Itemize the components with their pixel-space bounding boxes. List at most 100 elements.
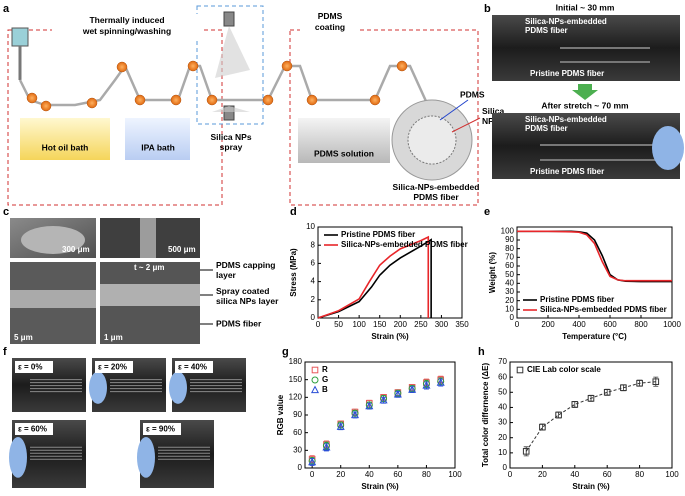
series-line xyxy=(317,238,432,319)
x-tick-label: 0 xyxy=(316,320,321,329)
marker xyxy=(408,385,417,393)
axes-frame xyxy=(509,361,673,469)
x-tick-label: 600 xyxy=(603,320,617,329)
y-tick-label: 20 xyxy=(498,433,507,442)
axes-frame xyxy=(317,226,463,319)
panel-label: b xyxy=(484,3,491,15)
y-tick-label: 70 xyxy=(498,357,507,366)
label: After stretch ~ 70 mm xyxy=(541,100,629,110)
label: PDMS fiber xyxy=(216,318,262,328)
glove xyxy=(137,437,155,478)
ipa-bath xyxy=(125,118,190,160)
marker xyxy=(336,422,345,430)
x-tick-label: 200 xyxy=(394,320,408,329)
label: Pristine PDMS fiber xyxy=(530,69,604,78)
y-tick-label: 90 xyxy=(293,410,302,419)
marker xyxy=(436,378,445,386)
y-tick-label: 4 xyxy=(311,277,316,286)
stretch-photos: Initial ~ 30 mm Silica-NPs-embedded PDMS … xyxy=(492,2,684,179)
pointer xyxy=(439,99,469,121)
strain-photos: ε = 0% ε = 20% ε = 40% ε = 60% ε = 90% xyxy=(9,358,246,488)
y-tick-label: 20 xyxy=(505,296,514,305)
trend-line xyxy=(525,381,656,452)
x-tick-label: 350 xyxy=(455,320,469,329)
label: Pristine PDMS fiber xyxy=(530,167,604,176)
y-axis-label: RGB value xyxy=(276,394,285,435)
y-tick-label: 6 xyxy=(311,259,316,268)
marker xyxy=(603,388,611,396)
y-tick-label: 0 xyxy=(510,313,515,322)
x-tick-label: 100 xyxy=(352,320,366,329)
x-tick-label: 20 xyxy=(538,470,547,479)
chart: 0 20 40 60 80 100 0 30 60 90 120 150 180 Strain (%) RG… xyxy=(276,357,462,491)
y-tick-label: 30 xyxy=(293,445,302,454)
y-tick-label: 40 xyxy=(505,278,514,287)
x-tick-label: 60 xyxy=(393,470,402,479)
y-tick-label: 10 xyxy=(498,448,507,457)
y-tick-label: 0 xyxy=(311,313,316,322)
nozzle xyxy=(223,11,235,27)
layer xyxy=(10,290,96,308)
label: Silica NPs spray xyxy=(210,132,251,152)
x-tick-label: 0 xyxy=(515,320,520,329)
fiber-surface xyxy=(140,218,156,258)
legend-label: G xyxy=(322,375,328,384)
scale-bar: 300 μm xyxy=(62,245,90,254)
strain-label: ε = 20% xyxy=(98,363,127,372)
y-tick-label: 0 xyxy=(298,463,303,472)
x-axis-label: Strain (%) xyxy=(361,482,399,491)
label: PDMS capping layer xyxy=(216,260,276,280)
spray-cone xyxy=(212,106,250,112)
label: PDMS coating xyxy=(315,11,345,32)
label: Silica NPs xyxy=(482,106,504,126)
marker xyxy=(620,384,627,392)
legend-label: Pristine PDMS fiber xyxy=(341,230,415,239)
label-bg xyxy=(15,361,53,373)
strain-label: ε = 90% xyxy=(146,425,175,434)
y-axis-label: Total color differnence (ΔE) xyxy=(481,363,490,468)
label-bg xyxy=(15,423,53,435)
x-tick-label: 0 xyxy=(508,470,513,479)
scale-bar: 500 μm xyxy=(168,245,196,254)
y-tick-label: 70 xyxy=(505,252,514,261)
strain-label: ε = 0% xyxy=(18,363,42,372)
marker xyxy=(539,423,546,431)
y-tick-label: 2 xyxy=(311,295,316,304)
process-box xyxy=(7,29,223,206)
legend-swatch xyxy=(311,366,319,374)
label: Hot oil bath xyxy=(42,142,89,152)
strain-label: ε = 60% xyxy=(18,425,47,434)
x-axis-label: Strain (%) xyxy=(371,332,409,341)
y-tick-label: 80 xyxy=(505,244,514,253)
y-tick-label: 180 xyxy=(289,357,303,366)
legend-swatch xyxy=(516,366,524,374)
y-tick-label: 40 xyxy=(498,403,507,412)
marker xyxy=(393,389,402,398)
legend-label: Silica-NPs-embedded PDMS fiber xyxy=(341,240,468,249)
x-tick-label: 300 xyxy=(435,320,449,329)
coating-box xyxy=(289,29,479,206)
panel-label: f xyxy=(3,346,7,358)
fiber-cross-section xyxy=(21,226,85,254)
sem-images: 300 μm 500 μm 5 μm 1 μm t ~ 2 μm PDMS ca… xyxy=(10,218,279,344)
series-line xyxy=(517,230,672,283)
label: Silica-NPs-embedded PDMS fiber xyxy=(393,182,480,202)
y-tick-label: 50 xyxy=(498,387,507,396)
marker xyxy=(652,378,660,385)
scale-bar: 5 μm xyxy=(14,333,33,342)
x-tick-label: 150 xyxy=(373,320,387,329)
legend-label: Pristine PDMS fiber xyxy=(540,295,614,304)
x-tick-label: 40 xyxy=(365,470,374,479)
label-bg xyxy=(175,361,213,373)
x-tick-label: 80 xyxy=(422,470,431,479)
x-axis-label: Strain (%) xyxy=(572,482,610,491)
x-tick-label: 80 xyxy=(635,470,644,479)
chart: 0 20 40 60 80 100 0 10 20 30 40 50 60 70 Strain (%) Tot… xyxy=(481,357,679,491)
y-tick-label: 50 xyxy=(505,270,514,279)
label-bg xyxy=(143,423,181,435)
x-tick-label: 60 xyxy=(603,470,612,479)
x-tick-label: 20 xyxy=(336,470,345,479)
panel-label: d xyxy=(290,206,297,218)
x-tick-label: 800 xyxy=(634,320,648,329)
scale-bar: 1 μm xyxy=(104,333,123,342)
